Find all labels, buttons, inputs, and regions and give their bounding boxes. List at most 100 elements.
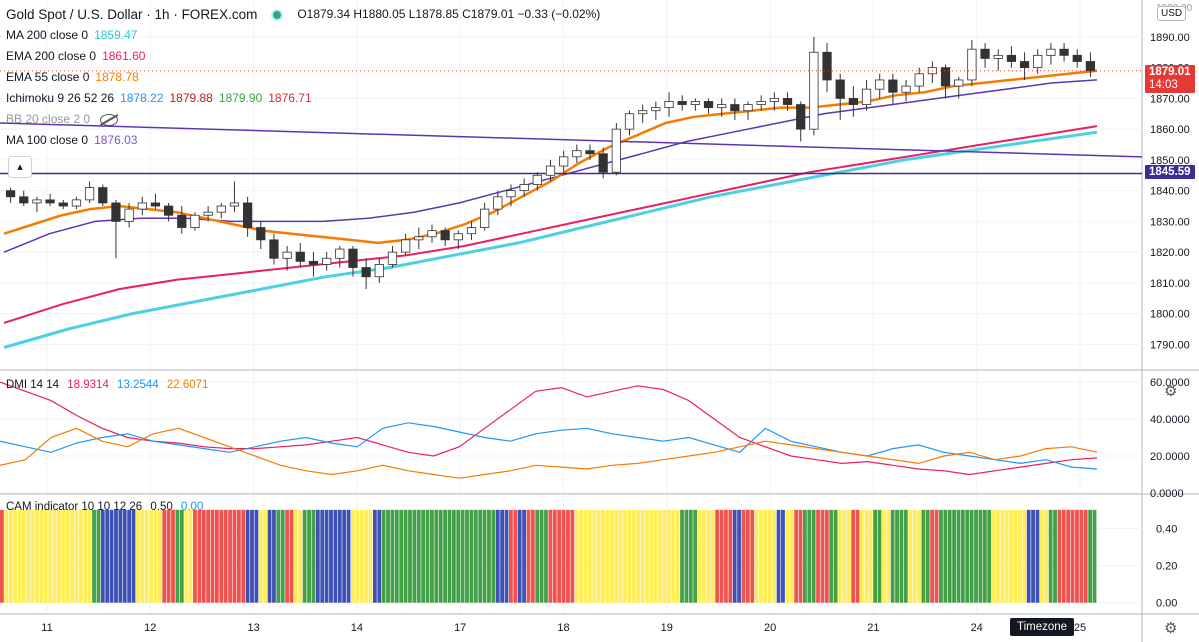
indicator-row[interactable]: EMA 200 close 0 1861.60 xyxy=(6,46,606,67)
cam-bar xyxy=(535,509,540,603)
cam-bar xyxy=(8,509,13,603)
indicator-row[interactable]: EMA 55 close 0 1878.78 xyxy=(6,67,606,88)
candle-body xyxy=(545,165,556,176)
cam-bar xyxy=(609,509,614,603)
legend: Gold Spot / U.S. Dollar · 1h · FOREX.com… xyxy=(6,4,606,151)
cam-bar xyxy=(298,509,303,603)
cam-bar xyxy=(184,509,189,603)
indicator-row[interactable]: MA 100 close 0 1876.03 xyxy=(6,130,606,151)
dmi-tick-label: 0.0000 xyxy=(1150,488,1184,500)
cam-bar xyxy=(1057,509,1062,603)
cam-bar xyxy=(35,509,39,603)
cam-bar xyxy=(447,509,452,603)
cam-bar xyxy=(153,509,158,603)
cam-bar xyxy=(346,509,351,603)
time-tick-label: 21 xyxy=(867,622,879,634)
cam-bar xyxy=(636,509,641,603)
cam-bar xyxy=(228,509,232,603)
cam-label[interactable]: CAM indicator 10 10 12 26 xyxy=(6,501,143,513)
cam-bar xyxy=(78,509,83,603)
cam-bar xyxy=(48,509,53,603)
market-status-dot[interactable] xyxy=(271,8,284,21)
indicator-label: MA 100 close 0 xyxy=(6,133,89,147)
price-tick-label: 1860.00 xyxy=(1150,124,1190,136)
indicator-row[interactable]: Ichimoku 9 26 52 26 1878.22 1879.88 1879.90… xyxy=(6,88,606,109)
cam-bar xyxy=(877,509,882,603)
hidden-eye-icon[interactable] xyxy=(100,113,119,126)
cam-bar xyxy=(1092,509,1097,603)
cam-bar xyxy=(408,509,412,603)
cam-bar xyxy=(618,509,623,603)
currency-button[interactable]: USD xyxy=(1157,6,1187,21)
cam-bar xyxy=(816,509,820,603)
candle-body xyxy=(177,214,187,228)
cam-bar xyxy=(509,509,513,603)
dmi-value-0: 18.9314 xyxy=(67,379,109,391)
cam-bar xyxy=(732,509,737,603)
candle-body xyxy=(611,128,621,173)
indicator-label: BB 20 close 2 0 xyxy=(6,112,91,126)
indicator-row[interactable]: BB 20 close 2 0 xyxy=(6,109,606,130)
candle-body xyxy=(572,150,582,158)
candle-body xyxy=(690,101,700,105)
symbol-title[interactable]: Gold Spot / U.S. Dollar · 1h · FOREX.com xyxy=(6,7,258,22)
cam-bar xyxy=(631,509,636,603)
cam-bar xyxy=(100,509,105,603)
cam-bar xyxy=(127,509,132,603)
cam-bar xyxy=(460,509,465,603)
cam-bar xyxy=(482,509,487,603)
cam-bar xyxy=(1013,509,1018,603)
cam-bar xyxy=(245,509,250,603)
time-tick-label: 24 xyxy=(971,622,983,634)
cam-bar xyxy=(342,509,347,603)
cam-bar xyxy=(377,509,382,603)
cam-bar xyxy=(719,509,724,603)
cam-bar xyxy=(1035,509,1040,603)
cam-bar xyxy=(1075,509,1079,603)
price-tick-label: 1830.00 xyxy=(1150,216,1190,228)
cam-bar xyxy=(728,509,733,603)
cam-bar xyxy=(860,509,864,603)
cam-bar xyxy=(587,509,592,603)
dmi-label[interactable]: DMI 14 14 xyxy=(6,379,60,391)
cam-bar xyxy=(943,509,948,603)
dmi-series-line xyxy=(0,427,1098,479)
cam-bar xyxy=(434,509,439,603)
cam-bar xyxy=(215,509,219,603)
cam-bar xyxy=(925,509,930,603)
gear-icon[interactable]: ⚙ xyxy=(1164,383,1178,400)
cam-bar xyxy=(267,509,272,603)
cam-tick-label: 0.20 xyxy=(1156,561,1177,573)
cam-bar xyxy=(1048,509,1053,603)
cam-bar xyxy=(61,509,66,603)
candle-body xyxy=(480,208,490,228)
cam-bar xyxy=(838,509,842,603)
time-tick-label: 12 xyxy=(144,622,156,634)
candle-body xyxy=(84,187,95,201)
cam-bar xyxy=(881,509,886,603)
cam-bar xyxy=(759,509,763,603)
candle-body xyxy=(150,202,161,207)
indicator-value: 1876.71 xyxy=(268,91,312,105)
price-tick-label: 1850.00 xyxy=(1150,155,1190,167)
cam-value-1: 0.00 xyxy=(180,501,204,513)
candle-body xyxy=(782,98,793,105)
cam-bar xyxy=(368,509,373,603)
level-price-tag: 1845.59 xyxy=(1145,165,1195,179)
collapse-legend-button[interactable]: ▴ xyxy=(8,156,32,178)
indicator-row[interactable]: MA 200 close 0 1859.47 xyxy=(6,25,606,46)
cam-bar xyxy=(254,509,259,603)
dmi-legend: DMI 14 14 18.9314 13.2544 22.6071 xyxy=(6,379,213,391)
cam-bar xyxy=(803,509,807,603)
cam-bar xyxy=(289,509,294,603)
cam-bar xyxy=(412,509,417,603)
candle-body xyxy=(5,190,16,198)
candle-body xyxy=(730,104,740,112)
gear-icon[interactable]: ⚙ xyxy=(1164,620,1178,637)
cam-bar xyxy=(114,509,118,603)
cam-bar xyxy=(785,509,790,603)
timezone-button[interactable]: Timezone xyxy=(1010,618,1075,636)
candle-body xyxy=(980,48,990,59)
cam-bar xyxy=(767,509,772,603)
